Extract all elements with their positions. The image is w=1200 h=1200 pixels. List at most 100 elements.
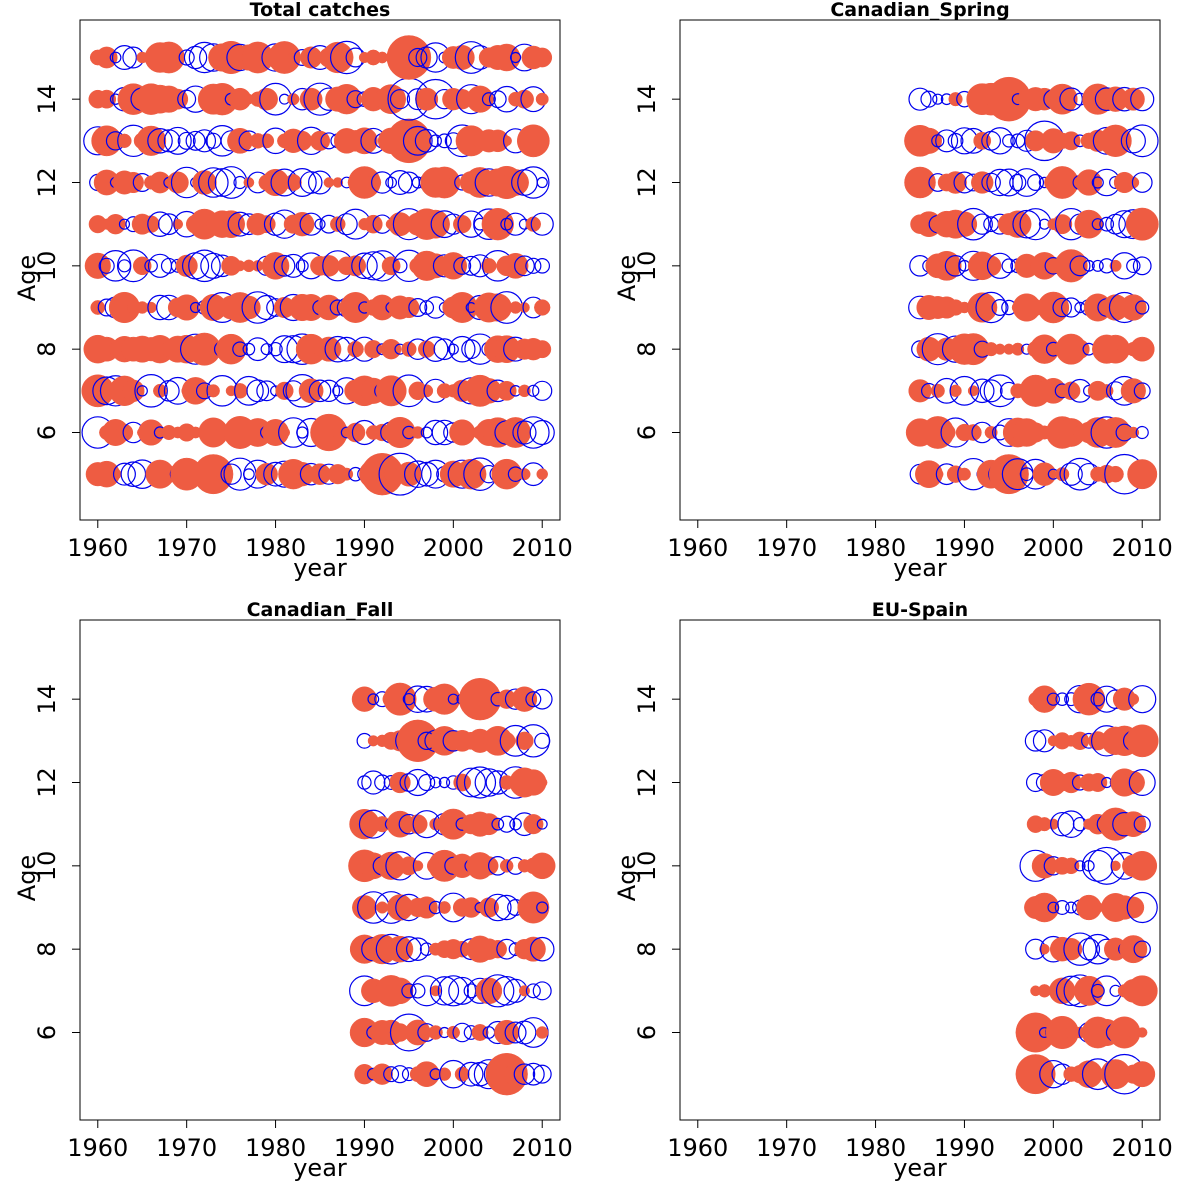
bubble-positive <box>95 46 118 69</box>
bubble-positive <box>1074 209 1104 239</box>
bubble-negative <box>536 818 548 830</box>
bubble-negative <box>1132 256 1152 276</box>
bubble-positive <box>292 130 313 151</box>
bubble-positive <box>930 383 945 398</box>
bubble-positive <box>502 252 529 279</box>
bubble-positive <box>478 897 499 918</box>
bubble-positive <box>502 169 529 196</box>
bubble-negative <box>144 259 158 273</box>
y-tick-label: 12 <box>633 767 661 798</box>
bubble-negative <box>525 691 542 708</box>
bubble-positive <box>496 380 517 401</box>
bubble-negative <box>429 776 442 789</box>
bubble-positive <box>299 87 323 111</box>
bubble-negative <box>1009 173 1027 192</box>
bubble-negative <box>429 976 460 1006</box>
x-tick-label: 1980 <box>845 1134 906 1162</box>
bubble-positive <box>383 467 399 482</box>
bubble-negative <box>1046 692 1060 706</box>
bubble-negative <box>367 693 380 706</box>
bubble-positive <box>514 89 534 109</box>
bubble-negative <box>395 936 422 963</box>
bubble-positive <box>1030 252 1059 280</box>
y-tick-label: 6 <box>33 1025 61 1040</box>
bubble-positive <box>511 686 538 712</box>
bubble-positive <box>365 174 382 191</box>
bubble-negative <box>1081 849 1114 882</box>
x-tick-label: 1970 <box>756 534 817 562</box>
bubble-positive <box>193 454 234 495</box>
bubble-negative <box>979 379 1003 403</box>
bubble-positive <box>1073 975 1104 1006</box>
bubble-positive <box>322 41 354 74</box>
bubble-negative <box>1012 168 1042 197</box>
bubble-negative <box>1047 901 1060 914</box>
bubble-positive <box>84 252 111 279</box>
x-tick-label: 2000 <box>423 1134 484 1162</box>
bubble-negative <box>534 732 551 749</box>
bubble-positive <box>438 901 451 914</box>
bubble-positive <box>437 1067 452 1081</box>
bubble-positive <box>136 125 167 156</box>
bubble-positive <box>420 384 434 398</box>
bubble-negative <box>1133 815 1151 833</box>
y-tick-label: 10 <box>33 851 61 882</box>
bubble-negative <box>1125 124 1159 158</box>
bubble-negative <box>1128 685 1157 714</box>
bubble-positive <box>519 302 530 313</box>
bubble-negative <box>438 776 451 789</box>
bubble-positive <box>1120 294 1147 321</box>
bubble-negative <box>405 937 430 961</box>
bubble-positive <box>172 218 184 230</box>
bubble-negative <box>1059 462 1083 486</box>
bubble-negative <box>1024 730 1047 752</box>
x-tick-label: 2000 <box>423 534 484 562</box>
bubble-negative <box>1012 209 1041 239</box>
bubble-positive <box>1039 1068 1050 1080</box>
bubble-positive <box>525 216 541 232</box>
bubble-negative <box>185 130 206 151</box>
bubble-negative <box>437 133 452 149</box>
bubble-positive <box>477 813 500 836</box>
bubble-negative <box>452 1022 473 1043</box>
bubble-negative <box>447 693 459 705</box>
bubble-positive <box>261 252 290 280</box>
bubble-negative <box>530 212 554 236</box>
bubble-negative <box>498 815 516 833</box>
bubble-positive <box>412 860 424 872</box>
y-tick-label: 6 <box>633 425 661 440</box>
bubble-positive <box>376 901 389 914</box>
bubble-negative <box>461 339 482 360</box>
bubble-positive <box>105 214 126 235</box>
panel-4: EU-Spain 1960 1970 1980 1990 2000 2010 6 8 10 12 14… <box>613 599 1173 1182</box>
bubble-positive <box>535 133 550 148</box>
bubble-positive <box>478 688 500 710</box>
bubble-positive <box>908 379 932 403</box>
bubble-negative <box>408 298 428 318</box>
bubble-negative <box>299 212 323 236</box>
bubble-negative <box>402 692 416 706</box>
bubble-negative <box>504 1021 527 1044</box>
bubble-positive <box>937 423 956 442</box>
y-tick-label: 10 <box>633 251 661 282</box>
bubble-negative <box>383 1066 400 1083</box>
x-axis-title: year <box>293 1154 347 1182</box>
bubble-negative <box>109 51 122 64</box>
bubble-positive <box>215 467 229 481</box>
bubble-positive <box>446 292 478 323</box>
bubble-positive <box>967 385 979 397</box>
bubble-positive <box>904 166 936 199</box>
bubble-positive <box>497 732 516 750</box>
x-tick-label: 2010 <box>512 1134 573 1162</box>
bubble-negative <box>947 132 964 149</box>
y-tick-label: 12 <box>33 167 61 198</box>
panel-title: Canadian_Spring <box>830 0 1009 21</box>
bubble-negative <box>1091 218 1104 231</box>
bubble-positive <box>376 84 406 115</box>
y-axis-title: Age <box>13 855 41 901</box>
x-tick-label: 2000 <box>1023 534 1084 562</box>
bubble-negative <box>389 89 411 110</box>
x-axis-title: year <box>893 1154 947 1182</box>
bubble-positive <box>117 133 132 148</box>
